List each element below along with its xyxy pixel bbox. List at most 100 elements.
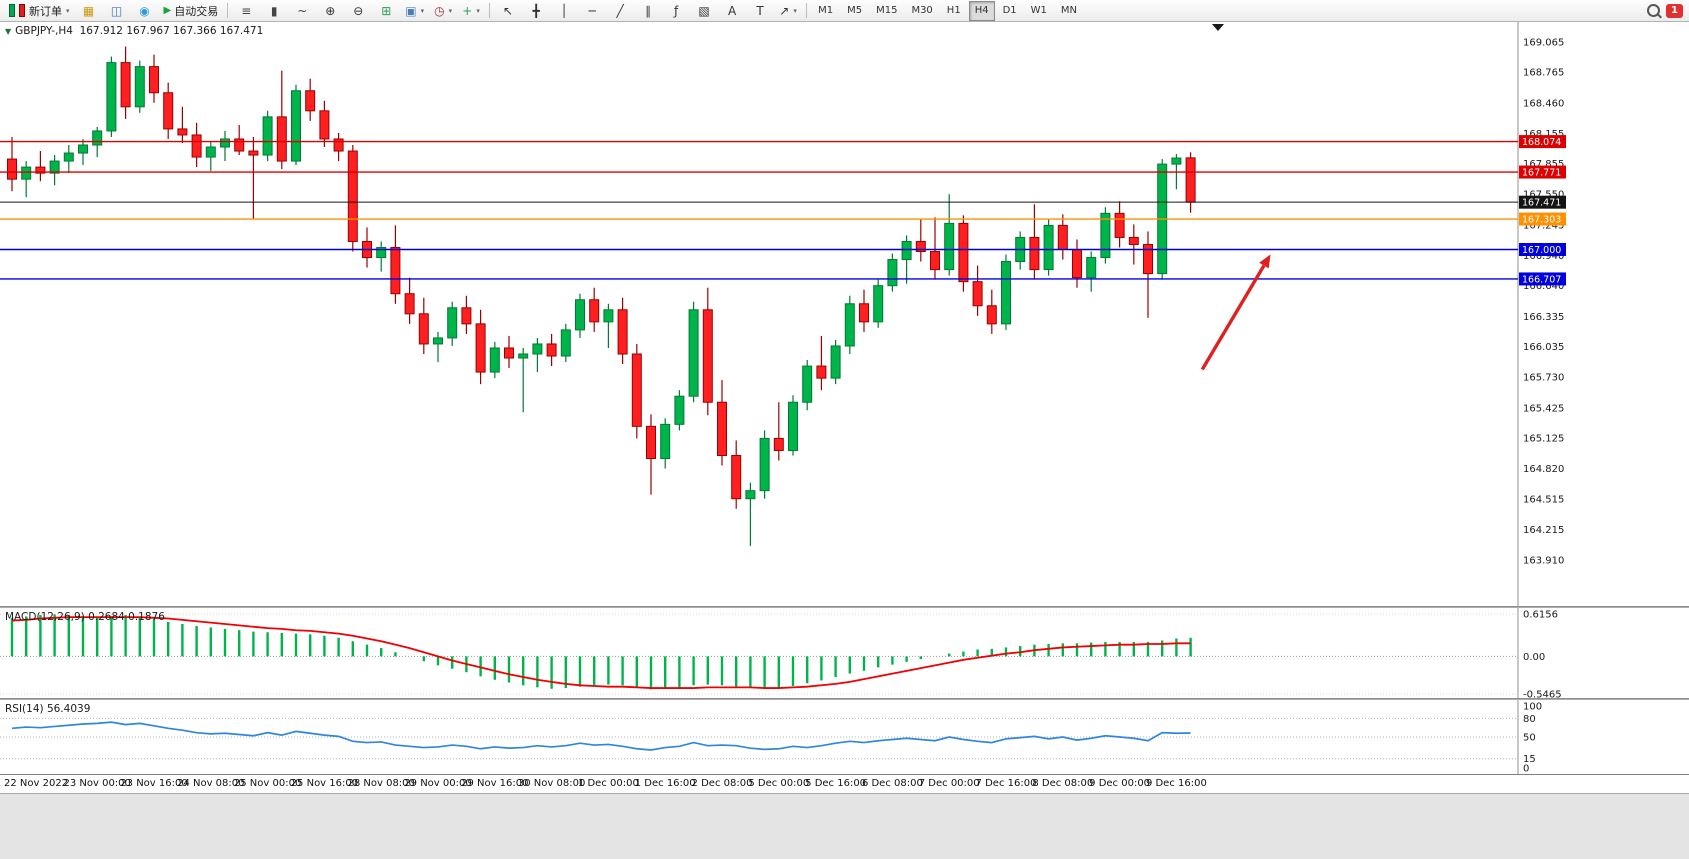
toolbar-separator xyxy=(489,3,491,18)
cursor-button[interactable]: ↖ xyxy=(495,1,521,21)
timeframe-button-m1[interactable]: M1 xyxy=(818,5,834,16)
fibonacci-button[interactable]: ƒ xyxy=(663,1,689,21)
candle xyxy=(504,347,514,359)
main-chart-pane: ▼ GBPJPY-,H4 167.912 167.967 167.366 167… xyxy=(0,22,1689,606)
arrange-windows-button[interactable]: ▣ ▾ xyxy=(401,1,428,21)
price-axis-label: 166.035 xyxy=(1523,342,1564,353)
candlestick-icon: ▮ xyxy=(270,3,278,18)
price-line-badge xyxy=(1519,195,1566,209)
price-axis-label: 163.910 xyxy=(1523,556,1564,567)
price-line-badge-label: 168.074 xyxy=(1522,137,1561,148)
price-axis-label: 166.640 xyxy=(1523,281,1564,292)
period-button[interactable]: ◷ ▾ xyxy=(430,1,456,21)
indicators-button[interactable]: + ▾ xyxy=(458,1,484,21)
candle xyxy=(518,353,529,359)
rsi-axis-label: 15 xyxy=(1523,754,1536,765)
bar-chart-button[interactable]: ≡ xyxy=(233,1,259,21)
price-axis-label: 168.460 xyxy=(1523,98,1564,109)
candle xyxy=(603,309,614,323)
trendline-icon: ╱ xyxy=(616,3,624,18)
candle xyxy=(646,425,656,460)
candle xyxy=(859,303,869,323)
zoom-out-button[interactable]: ⊖ xyxy=(345,1,371,21)
rsi-pane: RSI(14) 56.4039 100 80 50 15 0 xyxy=(0,700,1689,774)
candle xyxy=(191,134,202,158)
candle xyxy=(347,150,358,242)
line-chart-button[interactable]: ~ xyxy=(289,1,315,21)
toolbar-separator xyxy=(806,3,808,18)
candle xyxy=(92,130,103,146)
candle xyxy=(1001,261,1011,325)
tile-windows-button[interactable]: ⊞ xyxy=(373,1,399,21)
pane-splitter[interactable] xyxy=(0,698,1689,700)
timeframe-button-d1[interactable]: D1 xyxy=(1002,5,1017,16)
rsi-axis-label: 100 xyxy=(1523,702,1542,713)
notification-badge[interactable]: 1 xyxy=(1666,3,1683,18)
timeframe-button-m30[interactable]: M30 xyxy=(911,5,933,16)
candle xyxy=(546,343,557,357)
price-axis-label: 164.515 xyxy=(1523,495,1564,506)
profiles-icon: ▦ xyxy=(82,3,95,18)
main-chart-canvas[interactable]: 169.065 168.765 168.460 168.155 167.855 167.5… xyxy=(0,22,1689,606)
text-button[interactable]: A xyxy=(719,1,745,21)
new-order-label: 新订单 xyxy=(29,4,62,18)
profiles-button[interactable]: ▦ xyxy=(76,1,102,21)
text-label-button[interactable]: T xyxy=(747,1,773,21)
candle xyxy=(575,299,585,331)
time-axis-label: 6 Dec 08:00 xyxy=(861,778,923,789)
time-axis-label: 1 Dec 00:00 xyxy=(577,778,639,789)
candle xyxy=(830,345,841,379)
candle xyxy=(177,128,188,136)
channel-button[interactable]: ∥ xyxy=(635,1,661,21)
price-axis-label: 164.215 xyxy=(1523,525,1564,536)
timeframe-button-m5[interactable]: M5 xyxy=(847,5,863,16)
trend-arrow-annotation xyxy=(1200,264,1266,371)
candle xyxy=(560,329,571,357)
toolbar-right-group: 1 xyxy=(1647,3,1685,18)
price-axis-label: 165.425 xyxy=(1523,403,1564,414)
search-icon[interactable] xyxy=(1647,4,1661,17)
data-window-button[interactable]: ◫ xyxy=(104,1,130,21)
time-axis-label: 1 Dec 16:00 xyxy=(634,778,696,789)
time-axis[interactable]: 22 Nov 2022 23 Nov 00:00 23 Nov 16:00 24 No… xyxy=(0,774,1689,793)
horizontal-line-button[interactable]: ─ xyxy=(579,1,605,21)
candlestick-button[interactable]: ▮ xyxy=(261,1,287,21)
channel-icon: ∥ xyxy=(645,3,652,18)
timeframe-button-mn[interactable]: MN xyxy=(1060,5,1077,16)
macd-canvas[interactable]: 0.6156 0.00 -0.5465 xyxy=(0,608,1689,698)
alerts-button[interactable]: ◉ xyxy=(132,1,158,21)
zoom-in-button[interactable]: ⊕ xyxy=(317,1,343,21)
crosshair-button[interactable]: ╋ xyxy=(523,1,549,21)
trend-arrow-head xyxy=(1259,254,1271,269)
arrows-button[interactable]: ↗ ▾ xyxy=(775,1,801,21)
price-axis-label: 168.765 xyxy=(1523,68,1564,79)
time-axis-label: 8 Dec 08:00 xyxy=(1032,778,1094,789)
candle xyxy=(717,401,727,456)
trendline-button[interactable]: ╱ xyxy=(607,1,633,21)
timeframe-button-m15[interactable]: M15 xyxy=(876,5,898,16)
macd-axis-label: 0.6156 xyxy=(1523,610,1558,621)
new-order-button[interactable]: 新订单 ▾ xyxy=(5,1,74,21)
chevron-down-icon: ▾ xyxy=(793,6,797,15)
price-line-badge-label: 167.000 xyxy=(1522,245,1561,256)
candle xyxy=(1171,157,1182,165)
candle xyxy=(688,309,699,397)
auto-trading-button[interactable]: ▶ 自动交易 xyxy=(160,1,223,21)
price-axis-label: 166.335 xyxy=(1523,312,1564,323)
auto-trading-label: 自动交易 xyxy=(174,4,219,18)
shapes-button[interactable]: ▧ xyxy=(691,1,717,21)
timeframe-button-h1[interactable]: H1 xyxy=(946,5,961,16)
candle xyxy=(7,158,17,180)
timeframe-button-w1[interactable]: W1 xyxy=(1030,5,1047,16)
macd-label: MACD(12,26,9) 0.2684 0.1876 xyxy=(5,611,165,623)
chart-menu-icon[interactable]: ▼ xyxy=(5,26,12,36)
price-axis-label: 167.550 xyxy=(1523,190,1564,201)
vertical-line-button[interactable]: │ xyxy=(551,1,577,21)
candle xyxy=(120,62,131,108)
pane-splitter[interactable] xyxy=(0,606,1689,608)
timeframe-button-h4[interactable]: H4 xyxy=(968,0,995,21)
candle xyxy=(149,66,159,94)
candle xyxy=(291,90,301,162)
chart-title-text: GBPJPY-,H4 167.912 167.967 167.366 167.4… xyxy=(15,25,264,37)
